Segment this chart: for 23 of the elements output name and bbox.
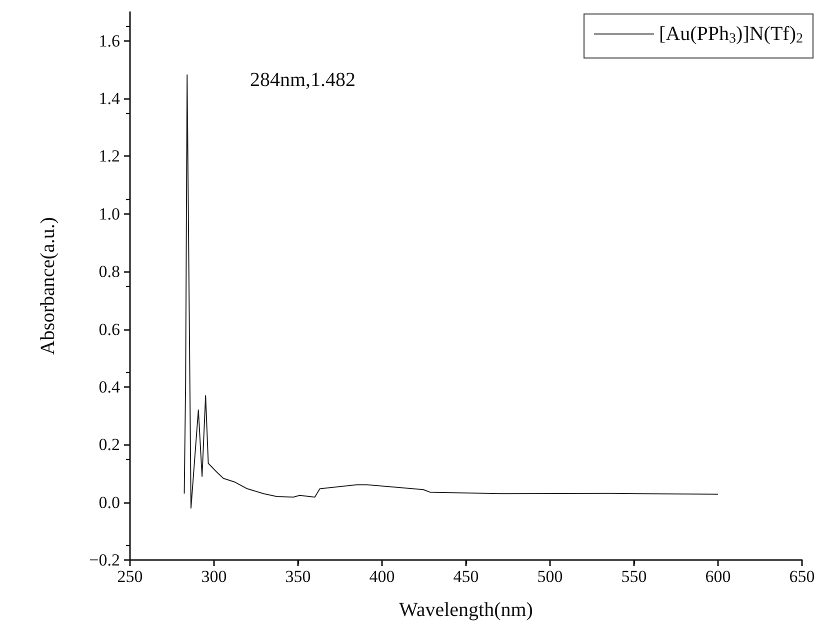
x-tick-label: 450: [453, 567, 479, 586]
x-tick-label: 550: [621, 567, 647, 586]
x-tick-label: 500: [537, 567, 563, 586]
x-tick-label: 400: [369, 567, 395, 586]
x-axis-title: Wavelength(nm): [399, 599, 533, 621]
x-tick-label: 650: [789, 567, 815, 586]
y-tick-label: 1.4: [98, 89, 120, 108]
y-tick-label: 0.0: [98, 492, 120, 512]
y-tick-label: 1.0: [98, 204, 120, 224]
y-tick-label: 0.4: [98, 377, 120, 396]
y-tick-label: 0.8: [98, 262, 120, 282]
y-axis-title: Absorbance(a.u.): [37, 217, 59, 355]
x-tick-label: 600: [705, 567, 731, 586]
y-tick-label: −0.2: [89, 550, 120, 570]
x-tick-label: 300: [201, 567, 227, 586]
y-tick-label: 0.6: [98, 320, 120, 339]
y-tick-label: 1.6: [98, 31, 120, 50]
annotation: 284nm,1.482: [250, 69, 356, 91]
y-tick-label: 1.2: [98, 146, 120, 166]
x-tick-label: 350: [285, 567, 311, 586]
line-series: [184, 74, 718, 509]
x-tick-label: 250: [117, 567, 143, 586]
y-tick-label: 0.2: [98, 435, 120, 454]
